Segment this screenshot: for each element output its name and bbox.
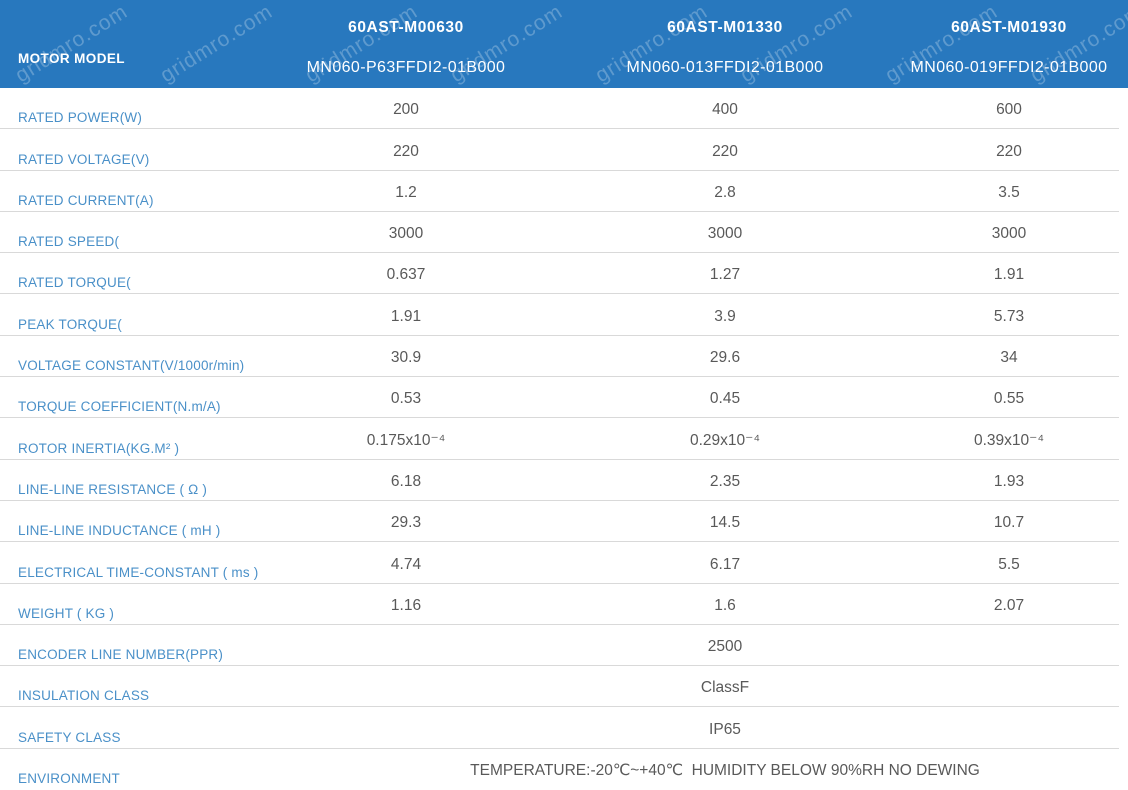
cell-value-col1: 1.16 [390, 596, 422, 614]
row-label: ELECTRICAL TIME-CONSTANT ( ms ) [18, 564, 259, 580]
cell-value-col2: 3.9 [714, 307, 736, 325]
cell-value-col2: 2.8 [714, 183, 736, 201]
cell-value-col1: 3000 [388, 225, 424, 243]
cell-value-col2: 1.27 [709, 266, 741, 284]
row-label: SAFETY CLASS [18, 729, 121, 745]
column-header-1: 60AST-M00630 MN060-P63FFDI2-01B000 [252, 0, 560, 88]
column-header-2: 60AST-M01330 MN060-013FFDI2-01B000 [560, 0, 890, 88]
row-label: LINE-LINE INDUCTANCE ( mH ) [18, 523, 221, 539]
row-label: VOLTAGE CONSTANT(V/1000r/min) [18, 358, 245, 374]
cell-value-col3: 0.39x10⁻⁴ [974, 431, 1044, 449]
cell-value-col1: 0.53 [390, 390, 422, 408]
row-label: ROTOR INERTIA(KG.M² ) [18, 440, 180, 456]
row-label: PEAK TORQUE( [18, 316, 122, 332]
cell-value-col3: 1.91 [993, 266, 1025, 284]
model-number: MN060-P63FFDI2-01B000 [306, 59, 506, 76]
cell-value-col1: 0.637 [386, 266, 426, 284]
column-header-3: 60AST-M01930 MN060-019FFDI2-01B000 [890, 0, 1128, 88]
cell-value-col3: 1.93 [993, 472, 1025, 490]
table-row: RATED TORQUE( 0.637 1.27 1.91 [0, 253, 1128, 295]
cell-value-merged: TEMPERATURE:-20℃~+40℃ HUMIDITY BELOW 90%… [470, 762, 980, 780]
cell-value-col1: 1.2 [395, 183, 417, 201]
model-number: MN060-013FFDI2-01B000 [626, 59, 824, 76]
cell-value-col1: 6.18 [390, 472, 422, 490]
table-row: WEIGHT ( KG ) 1.16 1.6 2.07 [0, 584, 1128, 626]
table-row: RATED SPEED( 3000 3000 3000 [0, 212, 1128, 254]
cell-value-col2: 6.17 [709, 555, 741, 573]
row-label: RATED POWER(W) [18, 110, 143, 126]
series-name: 60AST-M00630 [348, 19, 464, 36]
row-label: RATED SPEED( [18, 234, 120, 250]
cell-value-col2: 0.45 [709, 390, 741, 408]
cell-value-col2: 220 [712, 142, 738, 160]
cell-value-col3: 2.07 [993, 596, 1025, 614]
cell-value-col3: 220 [996, 142, 1022, 160]
row-label: LINE-LINE RESISTANCE ( Ω ) [18, 481, 208, 497]
cell-value-col1: 30.9 [390, 349, 422, 367]
table-row-merged: ENVIRONMENT TEMPERATURE:-20℃~+40℃ HUMIDI… [0, 749, 1128, 790]
cell-value-col3: 0.55 [993, 390, 1025, 408]
table-row: LINE-LINE INDUCTANCE ( mH ) 29.3 14.5 10… [0, 501, 1128, 543]
table-row-merged: INSULATION CLASS ClassF [0, 666, 1128, 708]
row-label: RATED TORQUE( [18, 275, 131, 291]
table-row: LINE-LINE RESISTANCE ( Ω ) 6.18 2.35 1.9… [0, 460, 1128, 502]
table-row: ROTOR INERTIA(KG.M² ) 0.175x10⁻⁴ 0.29x10… [0, 418, 1128, 460]
cell-value-col1: 29.3 [390, 514, 422, 532]
table-row: TORQUE COEFFICIENT(N.m/A) 0.53 0.45 0.55 [0, 377, 1128, 419]
cell-value-merged: ClassF [700, 679, 750, 697]
cell-value-merged: IP65 [709, 720, 741, 738]
cell-value-col2: 1.6 [714, 596, 736, 614]
table-row: PEAK TORQUE( 1.91 3.9 5.73 [0, 294, 1128, 337]
row-label: WEIGHT ( KG ) [18, 605, 115, 621]
row-label: TORQUE COEFFICIENT(N.m/A) [18, 399, 221, 415]
table-row: ELECTRICAL TIME-CONSTANT ( ms ) 4.74 6.1… [0, 542, 1128, 584]
row-label: ENCODER LINE NUMBER(PPR) [18, 647, 224, 663]
motor-model-header-label: MOTOR MODEL [18, 51, 125, 66]
table-row-merged: SAFETY CLASS IP65 [0, 707, 1128, 750]
cell-value-col2: 400 [712, 101, 738, 119]
cell-value-col2: 3000 [707, 225, 743, 243]
row-label: ENVIRONMENT [18, 771, 120, 787]
cell-value-col3: 5.73 [993, 307, 1025, 325]
cell-value-col2: 14.5 [709, 514, 741, 532]
series-name: 60AST-M01930 [951, 19, 1067, 36]
table-row: RATED CURRENT(A) 1.2 2.8 3.5 [0, 171, 1128, 213]
table-row: RATED POWER(W) 200 400 600 [0, 88, 1128, 130]
cell-value-col2: 2.35 [709, 472, 741, 490]
cell-value-col1: 4.74 [390, 555, 422, 573]
table-row: RATED VOLTAGE(V) 220 220 220 [0, 129, 1128, 171]
cell-value-col3: 34 [1000, 349, 1018, 367]
table-row: VOLTAGE CONSTANT(V/1000r/min) 30.9 29.6 … [0, 336, 1128, 378]
cell-value-merged: 2500 [707, 638, 743, 656]
cell-value-col3: 3000 [991, 225, 1027, 243]
cell-value-col3: 10.7 [993, 514, 1025, 532]
spec-table-header: gridmro.com gridmro.com gridmro.com gridmro… [0, 0, 1128, 88]
cell-value-col3: 3.5 [998, 183, 1020, 201]
row-label: RATED VOLTAGE(V) [18, 151, 150, 167]
cell-value-col1: 200 [393, 101, 419, 119]
series-name: 60AST-M01330 [667, 19, 783, 36]
row-label: INSULATION CLASS [18, 688, 150, 704]
cell-value-col1: 220 [393, 142, 419, 160]
cell-value-col2: 29.6 [709, 349, 741, 367]
cell-value-col1: 0.175x10⁻⁴ [366, 431, 446, 449]
row-label: RATED CURRENT(A) [18, 192, 154, 208]
cell-value-col3: 600 [996, 101, 1022, 119]
model-number: MN060-019FFDI2-01B000 [910, 59, 1108, 76]
cell-value-col3: 5.5 [998, 555, 1020, 573]
spec-table-body: RATED POWER(W) 200 400 600 RATED VOLTAGE… [0, 88, 1128, 790]
cell-value-col2: 0.29x10⁻⁴ [690, 431, 760, 449]
cell-value-col1: 1.91 [390, 307, 422, 325]
table-row-merged: ENCODER LINE NUMBER(PPR) 2500 [0, 625, 1128, 667]
